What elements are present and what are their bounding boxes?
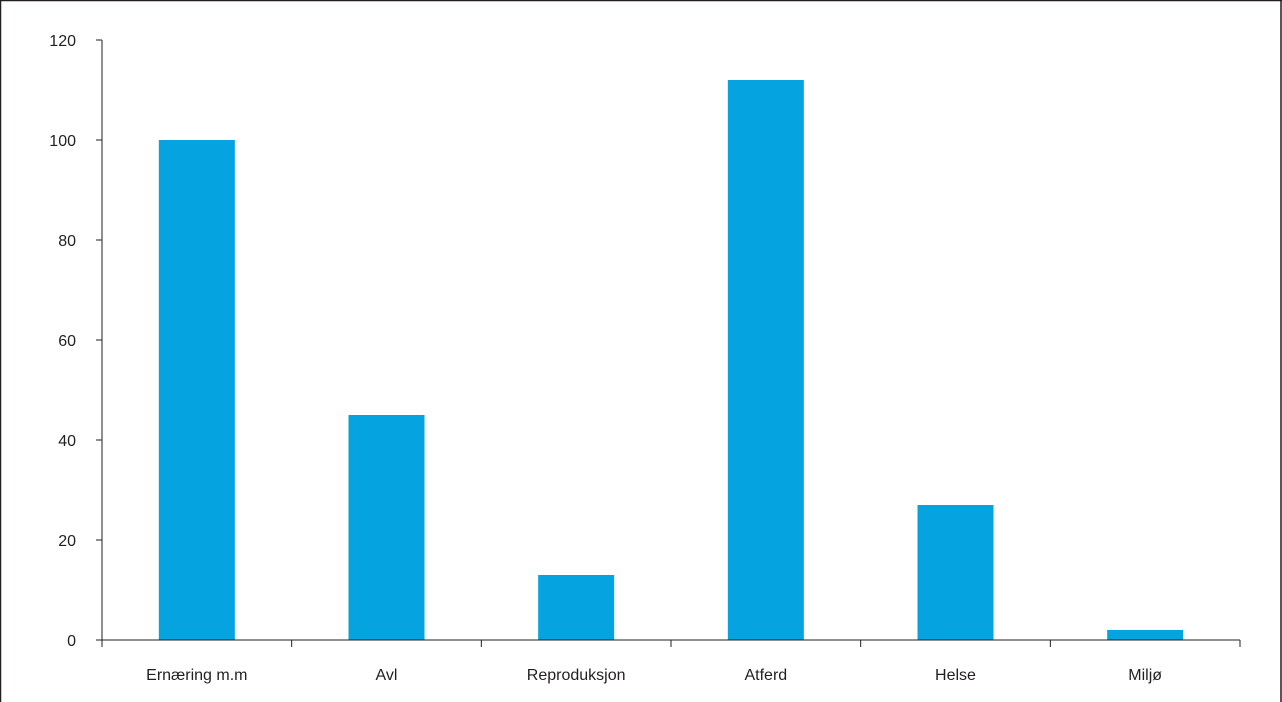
bar-0 [158,140,235,640]
y-tick-label: 20 [58,533,76,550]
bar-4 [917,505,994,640]
y-tick-label: 40 [58,433,76,450]
y-tick-label: 120 [49,33,76,50]
labels-layer: 0 20 40 60 80 100 120 Ernæring m.m Avl Reproduksj… [49,33,1162,684]
axes-layer [96,39,1241,647]
x-category-label: Ernæring m.m [146,667,247,684]
bars-layer [158,80,1184,640]
bar-5 [1107,630,1184,640]
x-category-label: Helse [935,667,976,684]
x-category-label: Avl [376,667,398,684]
bar-1 [348,415,425,640]
y-tick-label: 60 [58,333,76,350]
y-tick-label: 100 [49,133,76,150]
bar-2 [538,575,615,640]
x-category-label: Miljø [1128,667,1162,684]
x-category-label: Atferd [744,667,787,684]
x-category-label: Reproduksjon [527,667,626,684]
y-tick-label: 0 [67,633,76,650]
bar-3 [727,80,804,640]
y-tick-label: 80 [58,233,76,250]
